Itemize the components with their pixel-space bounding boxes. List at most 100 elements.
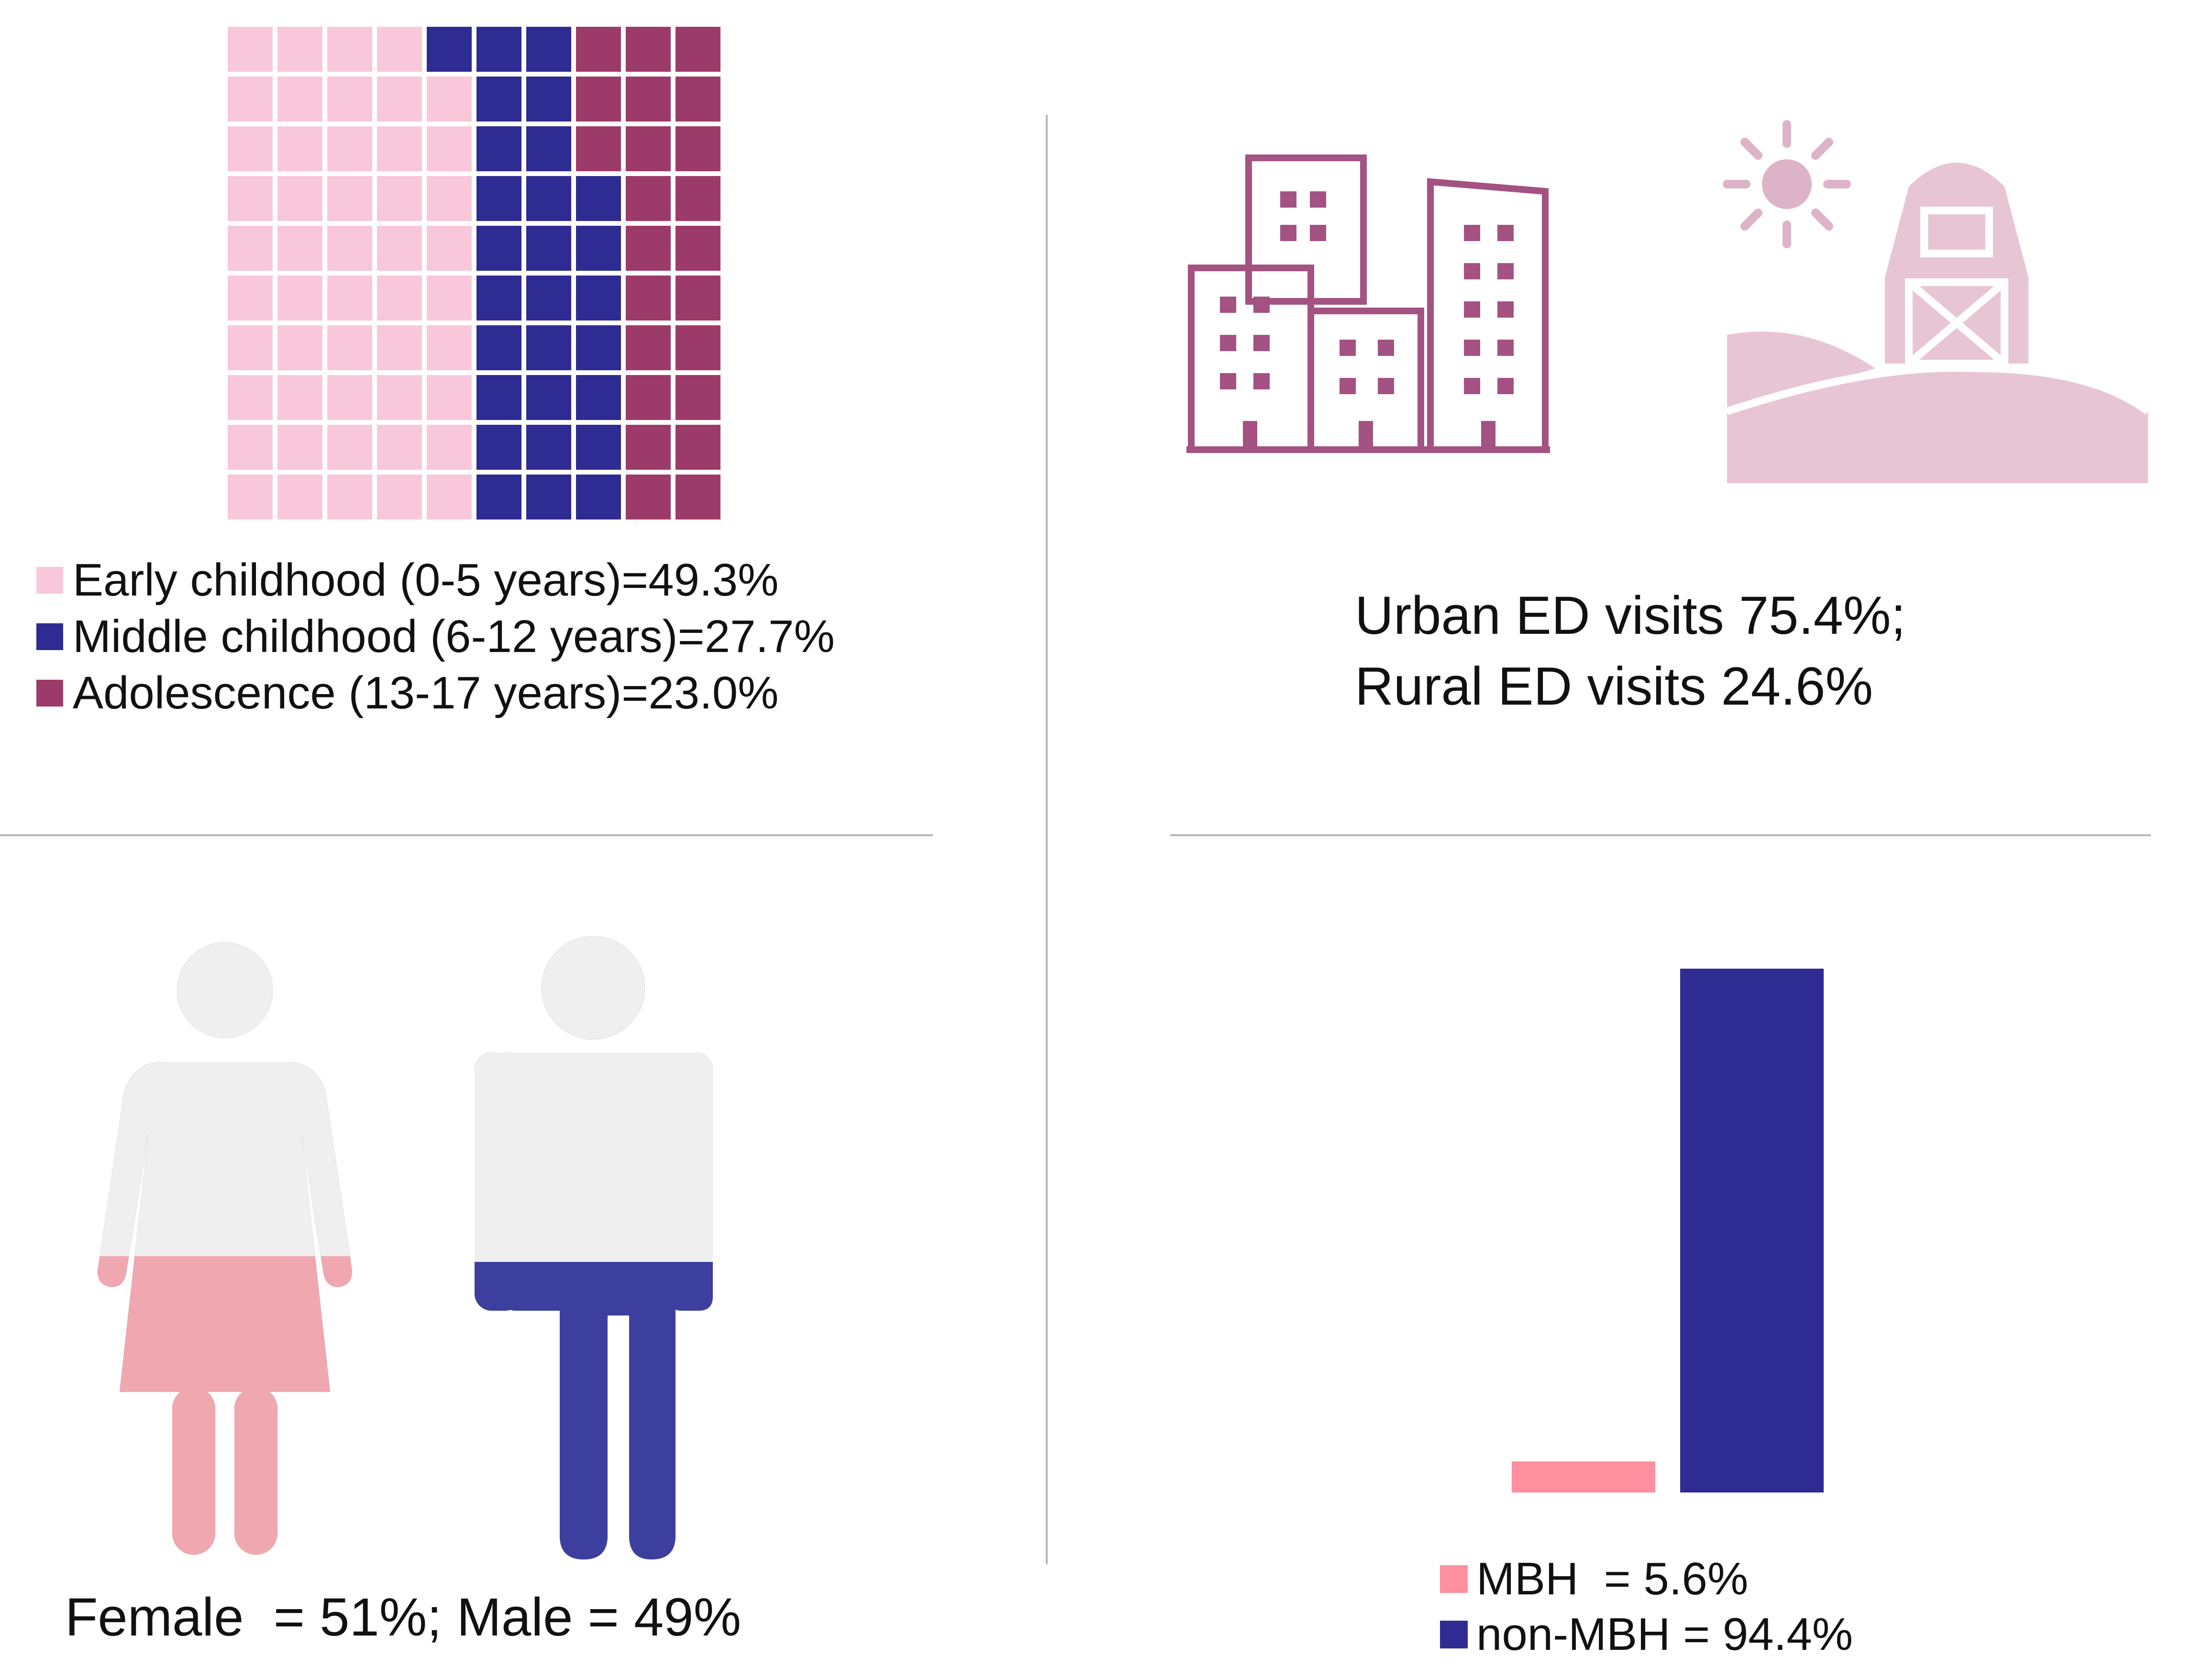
- bar-non-mbh: [1680, 968, 1824, 1492]
- waffle-cell-early: [228, 226, 273, 271]
- waffle-cell-early: [277, 176, 322, 221]
- waffle-cell-middle: [526, 176, 571, 221]
- waffle-cell-early: [427, 176, 472, 221]
- waffle-cell-early: [377, 226, 422, 271]
- legend-swatch-middle: [36, 623, 63, 650]
- waffle-cell-early: [427, 77, 472, 122]
- waffle-cell-adolescence: [676, 375, 720, 420]
- waffle-cell-early: [377, 325, 422, 370]
- waffle-cell-early: [228, 375, 273, 420]
- horizontal-divider-right: [1170, 834, 2151, 836]
- legend-item-middle: Middle childhood (6-12 years)=27.7%: [36, 610, 835, 663]
- legend-label-early: Early childhood (0-5 years)=49.3%: [73, 554, 779, 606]
- waffle-cell-middle: [526, 226, 571, 271]
- waffle-cell-early: [427, 475, 472, 519]
- bar-mbh: [1512, 1461, 1655, 1492]
- waffle-cell-adolescence: [576, 126, 621, 171]
- waffle-cell-middle: [526, 475, 571, 519]
- waffle-cell-early: [327, 226, 372, 271]
- waffle-cell-early: [327, 475, 372, 519]
- legend-item-non-mbh: non-MBH = 94.4%: [1440, 1608, 1853, 1661]
- waffle-cell-early: [327, 77, 372, 122]
- legend-label-adolescence: Adolescence (13-17 years)=23.0%: [73, 667, 779, 718]
- legend-item-mbh: MBH = 5.6%: [1440, 1553, 1748, 1605]
- waffle-cell-middle: [526, 27, 571, 72]
- sex-caption: Female = 51%; Male = 49%: [65, 1587, 742, 1647]
- waffle-cell-middle: [476, 425, 521, 470]
- waffle-cell-middle: [476, 325, 521, 370]
- waffle-cell-early: [277, 77, 322, 122]
- waffle-cell-early: [277, 27, 322, 72]
- waffle-cell-early: [228, 276, 273, 321]
- waffle-cell-early: [327, 425, 372, 470]
- legend-item-adolescence: Adolescence (13-17 years)=23.0%: [36, 667, 779, 719]
- legend-label-mbh: MBH = 5.6%: [1476, 1553, 1749, 1604]
- waffle-cell-adolescence: [626, 475, 671, 519]
- waffle-cell-early: [277, 226, 322, 271]
- waffle-cell-middle: [476, 77, 521, 122]
- waffle-cell-adolescence: [626, 375, 671, 420]
- waffle-cell-early: [228, 126, 273, 171]
- waffle-cell-middle: [576, 176, 621, 221]
- waffle-cell-middle: [526, 126, 571, 171]
- waffle-cell-early: [327, 276, 372, 321]
- sun-icon: [1723, 120, 1851, 248]
- waffle-cell-adolescence: [676, 126, 720, 171]
- waffle-cell-middle: [576, 375, 621, 420]
- legend-swatch-mbh: [1440, 1565, 1468, 1593]
- legend-item-early: Early childhood (0-5 years)=49.3%: [36, 554, 778, 607]
- waffle-cell-early: [277, 425, 322, 470]
- waffle-cell-adolescence: [626, 425, 671, 470]
- waffle-cell-middle: [576, 226, 621, 271]
- female-figure-icon: [98, 942, 352, 1555]
- waffle-cell-early: [427, 276, 472, 321]
- waffle-cell-adolescence: [676, 226, 720, 271]
- waffle-cell-early: [228, 325, 273, 370]
- waffle-cell-early: [377, 126, 422, 171]
- waffle-cell-adolescence: [626, 226, 671, 271]
- waffle-cell-adolescence: [676, 425, 720, 470]
- waffle-cell-early: [277, 325, 322, 370]
- waffle-cell-middle: [476, 27, 521, 72]
- waffle-cell-early: [228, 425, 273, 470]
- location-text-rural: Rural ED visits 24.6%: [1355, 656, 1873, 716]
- waffle-cell-early: [228, 475, 273, 519]
- vertical-divider: [1046, 115, 1048, 1564]
- waffle-cell-early: [327, 27, 372, 72]
- waffle-cell-adolescence: [626, 27, 671, 72]
- waffle-cell-early: [327, 176, 372, 221]
- waffle-cell-early: [427, 375, 472, 420]
- waffle-cell-early: [377, 176, 422, 221]
- age-waffle-chart: [228, 27, 720, 519]
- waffle-cell-middle: [576, 475, 621, 519]
- waffle-cell-early: [327, 126, 372, 171]
- waffle-cell-early: [427, 325, 472, 370]
- waffle-cell-early: [228, 77, 273, 122]
- waffle-cell-early: [427, 126, 472, 171]
- waffle-cell-adolescence: [576, 27, 621, 72]
- waffle-cell-adolescence: [676, 27, 720, 72]
- legend-swatch-non-mbh: [1440, 1621, 1468, 1648]
- city-buildings-icon: [1186, 155, 1550, 453]
- waffle-cell-early: [277, 126, 322, 171]
- waffle-cell-early: [377, 276, 422, 321]
- mbh-bar-chart: [1512, 968, 1824, 1492]
- waffle-cell-adolescence: [626, 126, 671, 171]
- waffle-cell-middle: [427, 27, 472, 72]
- waffle-cell-adolescence: [676, 77, 720, 122]
- waffle-cell-early: [277, 276, 322, 321]
- waffle-cell-early: [427, 425, 472, 470]
- waffle-cell-middle: [476, 126, 521, 171]
- legend-swatch-adolescence: [36, 680, 63, 707]
- waffle-cell-middle: [476, 226, 521, 271]
- waffle-cell-early: [277, 375, 322, 420]
- waffle-cell-adolescence: [676, 176, 720, 221]
- waffle-cell-middle: [476, 375, 521, 420]
- waffle-cell-middle: [526, 77, 571, 122]
- waffle-cell-middle: [476, 276, 521, 321]
- barn-farm-icon: [1726, 152, 2150, 483]
- waffle-cell-early: [377, 375, 422, 420]
- waffle-cell-middle: [526, 375, 571, 420]
- waffle-cell-early: [228, 27, 273, 72]
- horizontal-divider-left: [0, 834, 933, 836]
